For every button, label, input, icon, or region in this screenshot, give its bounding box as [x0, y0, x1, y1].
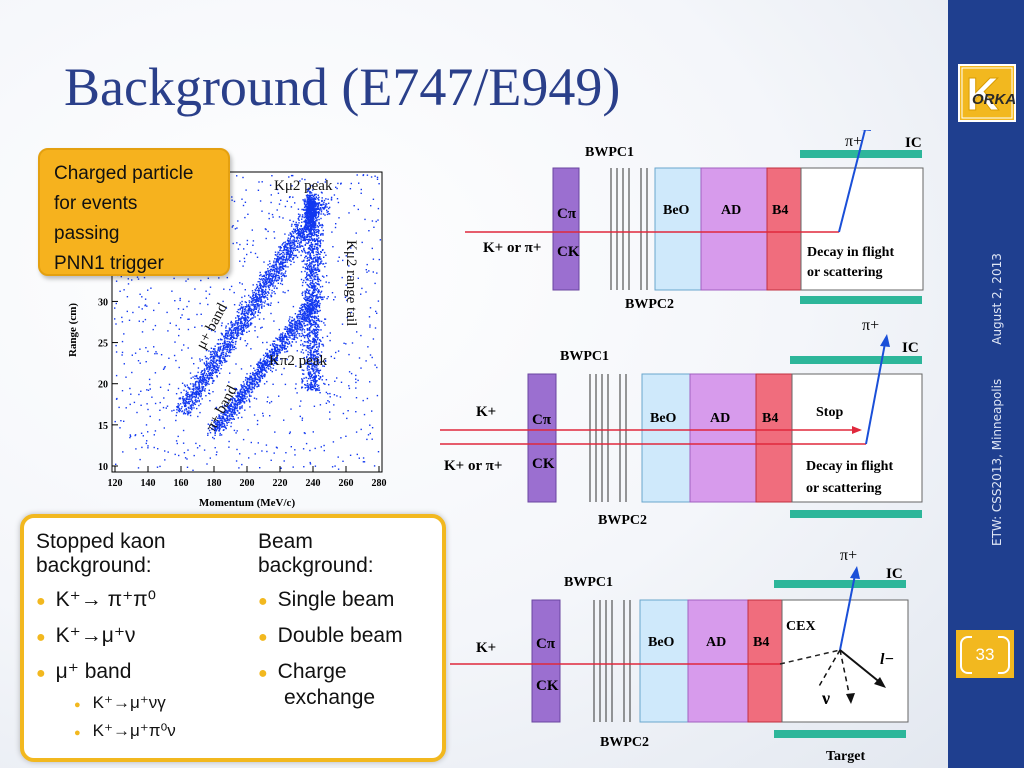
y-tick-label: 15	[98, 421, 108, 432]
background-summary-box	[20, 514, 446, 762]
kmu2-tail-label: Kμ2 range tail	[343, 240, 359, 326]
detector-diagram-2: IC π+ BWPC1 Cπ CK BeO AD B4 K+ Stop K+ o…	[440, 317, 923, 526]
x-tick-label: 220	[273, 478, 288, 489]
y-tick-label: 20	[98, 380, 108, 391]
list-item: ● Charge	[258, 660, 347, 683]
sub-list-item: ● K⁺→μ⁺νγ	[74, 693, 166, 712]
x-tick-label: 180	[207, 478, 222, 489]
page-number-box	[956, 630, 1014, 678]
list-item: ● Single beam	[258, 588, 395, 611]
logo-letter: K	[966, 68, 999, 120]
y-tick-label: 10	[98, 462, 108, 473]
list-item: ● K⁺→ π⁺π⁰	[36, 588, 157, 611]
detector-diagram-3: π+ IC BWPC1 Cπ CK BeO AD B4 CEX l− ν K+ …	[450, 547, 909, 764]
kpi2-peak-label: Kπ2 peak	[269, 353, 327, 369]
sub-list-item: ● K⁺→μ⁺π⁰ν	[74, 721, 176, 740]
slide-title: Background (E747/E949)	[64, 57, 621, 117]
x-tick-label: 120	[108, 478, 123, 489]
list-item: ● K⁺→μ⁺ν	[36, 624, 136, 647]
list-item: ● μ⁺ band	[36, 660, 132, 683]
stopped-kaon-column: Stopped kaon background: ● K⁺→ π⁺π⁰ ● K⁺→μ…	[36, 530, 176, 746]
beam-background-column: Beam background: ● Single beam ● Double be…	[258, 530, 403, 709]
x-tick-label: 160	[174, 478, 189, 489]
list-item: ● Double beam	[258, 624, 403, 647]
charged-particle-callout: Charged particle for events passing PNN1…	[38, 148, 230, 276]
y-axis-label: Range (cm)	[67, 303, 79, 357]
kmu2-peak-label: Kμ2 peak	[274, 178, 333, 194]
x-tick-label: 200	[240, 478, 255, 489]
x-tick-label: 140	[141, 478, 156, 489]
x-tick-label: 240	[306, 478, 321, 489]
footer-text: ETW: CSS2013, MinneapolisAugust 2, 2013	[990, 253, 1004, 546]
x-tick-label: 260	[339, 478, 354, 489]
orka-logo: K ORKA	[958, 64, 1016, 122]
x-axis-label: Momentum (MeV/c)	[199, 497, 296, 509]
y-tick-label: 30	[98, 297, 108, 308]
slide-date: August 2, 2013	[990, 253, 1004, 345]
detector-diagram-1: IC π+ BWPC1 Cπ CK BeO AD B4 K+ or π+ Dec…	[465, 130, 924, 312]
x-tick-label: 280	[372, 478, 387, 489]
page-number: 33	[975, 645, 995, 664]
logo-text: ORKA	[972, 91, 1016, 108]
y-tick-label: 25	[98, 339, 108, 350]
